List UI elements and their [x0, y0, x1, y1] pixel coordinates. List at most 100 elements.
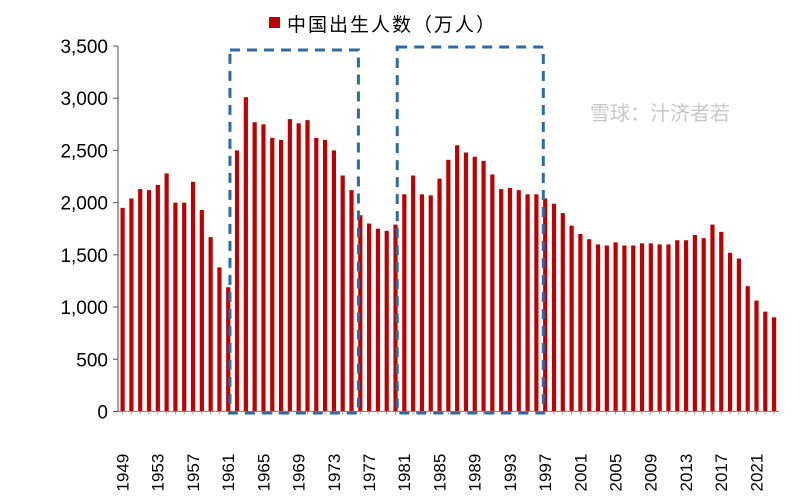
bar-1955 — [173, 202, 178, 412]
bar-2003 — [595, 244, 601, 412]
bar-1999 — [560, 213, 565, 412]
bar-2010 — [657, 244, 662, 412]
watermark: 雪球：汁济者若 — [590, 101, 730, 125]
y-tick-label: 0 — [97, 403, 108, 424]
bar-1951 — [138, 189, 143, 412]
bar-1953 — [155, 184, 160, 412]
bar-1968 — [287, 119, 292, 412]
bar-1990 — [481, 160, 486, 412]
bar-2023 — [772, 317, 777, 412]
y-tick-label: 3,000 — [60, 89, 108, 110]
bar-2008 — [639, 243, 645, 412]
bar-1977 — [367, 223, 372, 412]
bar-1985 — [437, 178, 442, 412]
bar-2019 — [736, 258, 741, 412]
bar-1995 — [525, 194, 530, 412]
x-tick-label: 1977 — [360, 454, 379, 492]
bar-1979 — [384, 230, 389, 412]
bar-2005 — [613, 242, 618, 412]
bar-1950 — [129, 198, 134, 412]
highlight-box — [228, 48, 360, 415]
bar-2009 — [648, 243, 653, 412]
bar-1973 — [331, 150, 336, 412]
bar-2001 — [578, 233, 583, 412]
bar-1958 — [199, 209, 204, 412]
bar-1992 — [499, 189, 504, 412]
bar-2007 — [631, 245, 636, 412]
x-tick-label: 1953 — [149, 454, 168, 492]
x-tick-label: 2013 — [677, 454, 696, 492]
x-tick-label: 2001 — [571, 454, 590, 492]
bar-2000 — [569, 225, 574, 412]
x-tick-label: 1957 — [184, 454, 203, 492]
y-tick-label: 1,500 — [60, 246, 108, 267]
x-tick-label: 1993 — [501, 454, 520, 492]
bar-1998 — [551, 203, 557, 412]
bar-1957 — [190, 181, 196, 412]
bar-2012 — [675, 240, 680, 412]
bar-1960 — [217, 267, 222, 412]
bar-2006 — [622, 245, 627, 412]
bar-1965 — [261, 124, 266, 412]
y-tick-label: 500 — [76, 350, 108, 371]
bar-1996 — [534, 194, 539, 412]
bar-1986 — [446, 159, 451, 412]
bar-1970 — [305, 120, 310, 412]
bar-1976 — [358, 215, 363, 412]
bar-2015 — [701, 238, 706, 412]
legend-label: 中国出生人数（万人） — [287, 14, 497, 36]
bar-1997 — [543, 198, 548, 412]
x-tick-label: 1985 — [430, 454, 449, 492]
bar-2022 — [763, 311, 768, 412]
bar-2013 — [683, 240, 689, 412]
legend-swatch — [269, 17, 280, 28]
bar-1969 — [296, 123, 301, 412]
x-tick-label: 1997 — [536, 454, 555, 492]
legend: 中国出生人数（万人） — [269, 14, 497, 36]
y-tick-label: 2,000 — [60, 194, 108, 215]
bar-1993 — [507, 188, 513, 412]
bar-1959 — [208, 237, 213, 412]
x-tick-label: 1965 — [254, 454, 273, 492]
bar-1991 — [490, 174, 495, 412]
x-tick-label: 1981 — [395, 454, 414, 492]
x-tick-label: 1969 — [290, 454, 309, 492]
bar-1967 — [278, 139, 284, 412]
bar-1971 — [314, 137, 319, 412]
bar-1994 — [516, 190, 521, 412]
bar-2002 — [587, 239, 592, 412]
x-tick-label: 2009 — [642, 454, 661, 492]
x-tick-label: 2021 — [747, 454, 766, 492]
bar-1989 — [472, 156, 477, 412]
y-tick-label: 2,500 — [60, 141, 108, 162]
bar-1980 — [393, 224, 398, 412]
highlight-box — [395, 45, 545, 415]
x-tick-label: 1949 — [114, 454, 133, 492]
bar-1954 — [164, 173, 169, 412]
bar-1975 — [349, 190, 354, 412]
bar-1972 — [322, 139, 328, 412]
bar-2016 — [710, 224, 715, 412]
bar-1974 — [340, 175, 345, 412]
bar-1952 — [146, 190, 152, 412]
bar-1984 — [428, 195, 433, 412]
bar-1949 — [120, 207, 125, 412]
x-tick-label: 1989 — [466, 454, 485, 492]
bar-1982 — [411, 175, 416, 412]
bar-1956 — [182, 202, 187, 412]
bar-1961 — [226, 287, 231, 412]
x-tick-label: 2005 — [607, 454, 626, 492]
bar-1978 — [375, 228, 381, 412]
y-tick-label: 1,000 — [60, 298, 108, 319]
bar-2021 — [754, 300, 759, 412]
bar-1966 — [270, 137, 275, 412]
bar-1963 — [243, 97, 248, 412]
bar-1988 — [463, 152, 469, 412]
bar-2018 — [727, 252, 733, 412]
y-tick-label: 3,500 — [60, 37, 108, 58]
bar-2004 — [604, 245, 609, 412]
bar-2011 — [666, 244, 671, 412]
bar-2017 — [719, 231, 724, 412]
bar-1981 — [402, 194, 407, 412]
